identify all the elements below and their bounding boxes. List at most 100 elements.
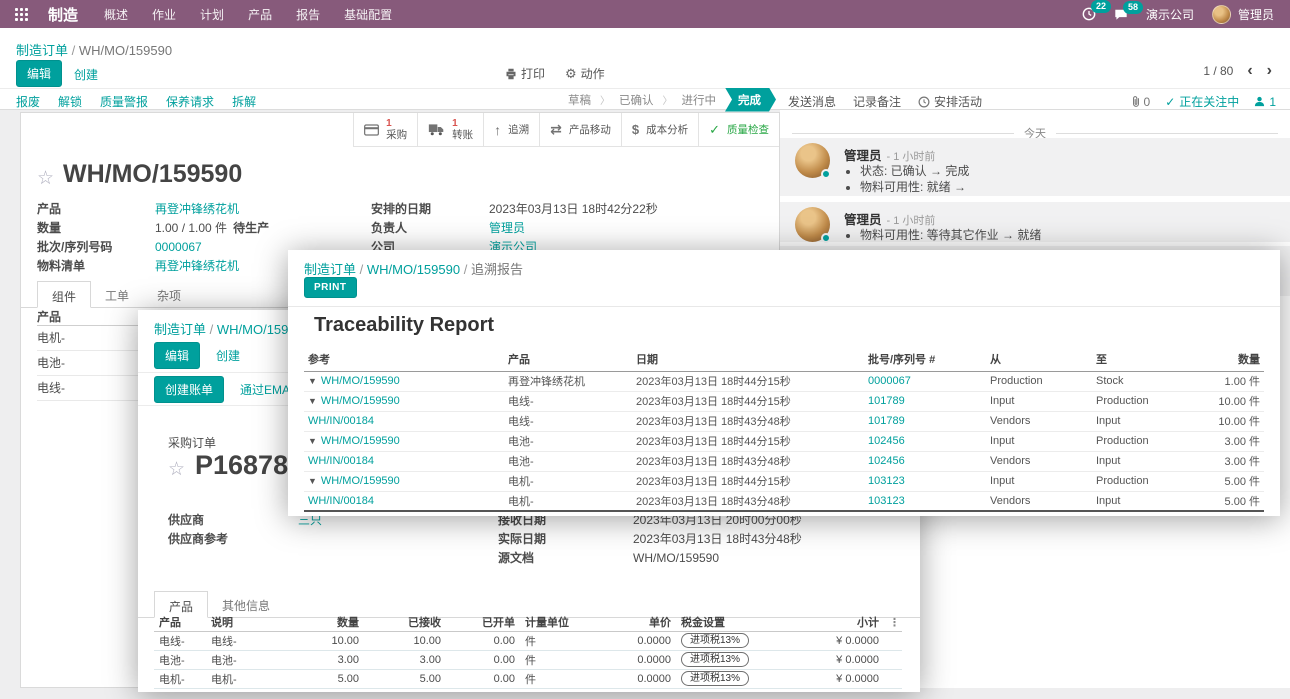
pager-previous-icon[interactable]: ‹ xyxy=(1247,62,1253,79)
tab-miscellaneous[interactable]: 杂项 xyxy=(157,289,182,303)
pager-next-icon[interactable]: › xyxy=(1266,62,1272,79)
po-line-row[interactable]: 电线- 电线- 10.00 10.00 0.00 件 0.0000 进项税13%… xyxy=(154,631,902,651)
menu-reporting[interactable]: 报告 xyxy=(296,7,321,22)
unbuild-button[interactable]: 拆解 xyxy=(232,95,257,109)
chat-message[interactable]: 管理员- 1 小时前 状态: 已确认 → 完成 物料可用性: 就绪 → xyxy=(780,138,1290,196)
print-report-button[interactable]: PRINT xyxy=(304,277,357,298)
apps-menu-icon[interactable] xyxy=(15,7,28,21)
scrap-button[interactable]: 报废 xyxy=(16,95,41,109)
po-edit-button[interactable]: 编辑 xyxy=(154,342,201,369)
menu-operations[interactable]: 作业 xyxy=(152,7,177,22)
stage-confirmed[interactable]: 已确认 xyxy=(619,94,654,107)
favorite-star-icon[interactable]: ☆ xyxy=(168,459,186,480)
clock-icon xyxy=(918,96,930,107)
trace-row[interactable]: ▼ WH/MO/159590 再登冲锋绣花机 2023年03月13日 18时44分… xyxy=(304,371,1264,392)
breadcrumb-parent[interactable]: 制造订单 xyxy=(16,43,69,58)
po-breadcrumb: 制造订单 / WH/MO/159590 xyxy=(154,322,311,337)
caret-down-icon[interactable]: ▼ xyxy=(308,396,317,406)
caret-down-icon[interactable]: ▼ xyxy=(308,476,317,486)
trace-row[interactable]: ▼ WH/MO/159590 电池- 2023年03月13日 18时44分15秒 … xyxy=(304,431,1264,452)
tab-other-info[interactable]: 其他信息 xyxy=(222,599,271,613)
tab-products[interactable]: 产品 xyxy=(154,591,209,618)
chatter-right-controls: 0 ✓ 正在关注中 1 xyxy=(1131,93,1276,110)
message-author: 管理员 - 1 小时前 xyxy=(844,149,936,163)
caret-down-icon[interactable]: ▼ xyxy=(308,376,317,386)
topbar: 制造 概述 作业 计划 产品 报告 基础配置 22 58 演示公司 管理员 xyxy=(0,0,1290,28)
log-note-button[interactable]: 记录备注 xyxy=(853,95,902,109)
po-breadcrumb-parent[interactable]: 制造订单 xyxy=(154,322,207,337)
stat-button-cost-analysis[interactable]: $ 成本分析 xyxy=(620,113,699,146)
stage-done-active[interactable]: 完成 xyxy=(725,88,776,112)
stat-button-product-moves[interactable]: ⇄ 产品移动 xyxy=(539,113,621,146)
maintenance-request-button[interactable]: 保养请求 xyxy=(166,95,215,109)
printer-icon xyxy=(506,68,516,79)
action-menu[interactable]: ⚙ 动作 xyxy=(565,65,605,82)
stat-button-purchases[interactable]: 1 采购 xyxy=(353,113,418,146)
print-menu[interactable]: 打印 xyxy=(505,65,545,82)
po-line-row[interactable]: 电池- 电池- 3.00 3.00 0.00 件 0.0000 进项税13% ¥… xyxy=(154,650,902,670)
gear-icon: ⚙ xyxy=(565,65,577,81)
bottom-strip xyxy=(0,688,1290,699)
menu-configuration[interactable]: 基础配置 xyxy=(344,7,393,22)
trace-row[interactable]: WH/IN/00184 电线- 2023年03月13日 18时43分48秒 10… xyxy=(304,411,1264,432)
po-line-row[interactable]: 电机- 电机- 5.00 5.00 0.00 件 0.0000 进项税13% ¥… xyxy=(154,669,902,689)
create-bill-button[interactable]: 创建账单 xyxy=(154,375,225,403)
field-effective-date: 实际日期 2023年03月13日 18时43分48秒 xyxy=(498,532,802,546)
po-breadcrumb-mo[interactable]: WH/MO/159590 xyxy=(216,322,311,337)
chat-message[interactable]: 管理员- 1 小时前 物料可用性: 等待其它作业 → 就绪 xyxy=(780,202,1290,243)
po-create-button[interactable]: 创建 xyxy=(216,349,241,363)
trace-row[interactable]: ▼ WH/MO/159590 电线- 2023年03月13日 18时44分15秒 … xyxy=(304,391,1264,412)
stat-button-traceability[interactable]: ↑ 追溯 xyxy=(483,113,540,146)
company-switcher[interactable]: 演示公司 xyxy=(1145,7,1194,22)
trace-row[interactable]: WH/IN/00184 电机- 2023年03月13日 18时43分48秒 10… xyxy=(304,491,1264,512)
statusbar: 报废 解锁 质量警报 保养请求 拆解 草稿 〉 已确认 〉 进行中 完成 发送消… xyxy=(0,88,1290,110)
stage-separator-icon: 〉 xyxy=(662,96,673,107)
breadcrumb: 制造订单 / WH/MO/159590 xyxy=(16,43,173,58)
caret-down-icon[interactable]: ▼ xyxy=(308,436,317,446)
field-responsible-value[interactable]: 管理员 xyxy=(489,221,526,235)
edit-button[interactable]: 编辑 xyxy=(16,60,63,87)
app-name[interactable]: 制造 xyxy=(48,6,79,24)
activities-icon[interactable]: 22 xyxy=(1082,0,1111,21)
trace-row[interactable]: WH/IN/00184 电池- 2023年03月13日 18时43分48秒 10… xyxy=(304,451,1264,472)
field-product-value[interactable]: 再登冲锋绣花机 xyxy=(155,202,240,216)
stat-button-quality-checks[interactable]: ✓ 质量检查 xyxy=(698,113,779,146)
field-supplier-value[interactable]: 三只 xyxy=(298,513,323,527)
menu-overview[interactable]: 概述 xyxy=(104,7,129,22)
messages-icon[interactable]: 58 xyxy=(1114,0,1143,21)
unlock-button[interactable]: 解锁 xyxy=(58,95,83,109)
stat-button-transfers[interactable]: 1 转账 xyxy=(417,113,484,146)
following-button[interactable]: ✓ 正在关注中 xyxy=(1165,94,1240,110)
chatter-controls: 发送消息 记录备注 安排活动 xyxy=(788,93,982,110)
trace-breadcrumb: 制造订单 / WH/MO/159590 / 追溯报告 xyxy=(304,262,523,277)
quality-alert-button[interactable]: 质量警报 xyxy=(100,95,149,109)
trace-breadcrumb-root[interactable]: 制造订单 xyxy=(304,262,357,277)
tab-work-orders[interactable]: 工单 xyxy=(105,289,130,303)
activities-badge: 22 xyxy=(1090,0,1111,13)
tab-components[interactable]: 组件 xyxy=(37,281,92,308)
followers-button[interactable]: 1 xyxy=(1254,95,1276,109)
trace-breadcrumb-mo[interactable]: WH/MO/159590 xyxy=(366,262,461,277)
traceability-window: 制造订单 / WH/MO/159590 / 追溯报告 PRINT Traceab… xyxy=(288,250,1280,516)
favorite-star-icon[interactable]: ☆ xyxy=(37,168,55,189)
user-menu[interactable]: 管理员 xyxy=(1211,4,1274,24)
menu-planning[interactable]: 计划 xyxy=(200,7,225,22)
field-lot-value[interactable]: 0000067 xyxy=(155,239,202,254)
components-header-product: 产品 xyxy=(37,310,62,324)
stage-in-progress[interactable]: 进行中 xyxy=(681,94,717,107)
stage-draft[interactable]: 草稿 xyxy=(568,94,591,107)
field-quantity-state: 待生产 xyxy=(233,221,270,235)
field-lot: 批次/序列号码 0000067 xyxy=(37,239,202,255)
tax-badge: 进项税13% xyxy=(681,633,750,648)
column-options-icon[interactable]: ⋮ xyxy=(889,616,900,629)
po-fields-left: 供应商 三只 供应商参考 xyxy=(168,510,468,548)
send-message-button[interactable]: 发送消息 xyxy=(788,95,837,109)
trace-row[interactable]: ▼ WH/MO/159590 电机- 2023年03月13日 18时44分15秒 … xyxy=(304,471,1264,492)
message-avatar xyxy=(795,207,831,243)
create-button[interactable]: 创建 xyxy=(74,68,99,82)
attachments-button[interactable]: 0 xyxy=(1131,95,1150,109)
menu-products[interactable]: 产品 xyxy=(248,7,273,22)
schedule-activity-button[interactable]: 安排活动 xyxy=(918,93,982,110)
field-bom-value[interactable]: 再登冲锋绣花机 xyxy=(155,259,240,273)
tax-badge: 进项税13% xyxy=(681,671,750,686)
